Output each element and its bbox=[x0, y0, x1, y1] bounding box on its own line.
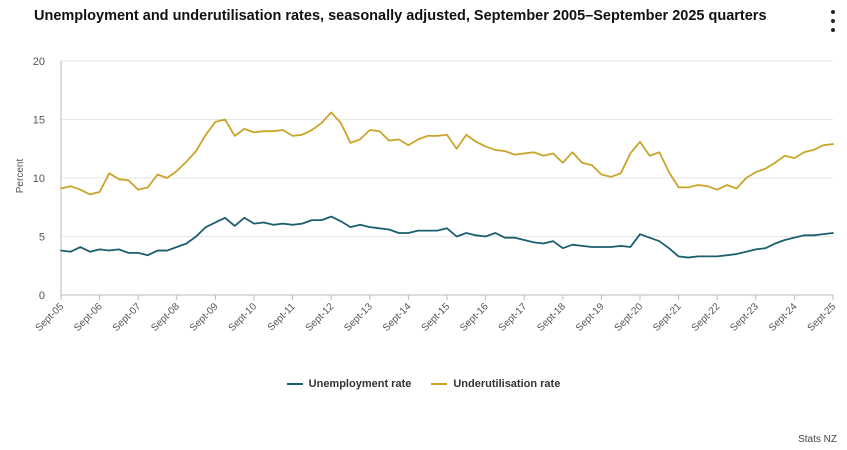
series-lines bbox=[60, 111, 834, 259]
series-line-unemployment[interactable] bbox=[60, 215, 834, 259]
source-credit: Stats NZ bbox=[798, 434, 837, 445]
legend-swatch-underutilisation bbox=[431, 383, 448, 385]
x-tick-label: Sept-12 bbox=[304, 301, 337, 334]
x-tick-label: Sept-07 bbox=[111, 301, 144, 334]
y-tick-label: 10 bbox=[33, 173, 45, 185]
x-tick-label: Sept-10 bbox=[227, 301, 260, 334]
x-tick-label: Sept-20 bbox=[613, 301, 646, 334]
y-axis-label: Percent bbox=[15, 159, 26, 194]
x-tick-label: Sept-06 bbox=[72, 301, 105, 334]
x-axis-ticks: Sept-05 Sept-06 Sept-07 Sept-08 Sept-09 Sept-… bbox=[34, 295, 839, 334]
x-tick-label: Sept-23 bbox=[728, 301, 761, 334]
x-tick-label: Sept-18 bbox=[535, 301, 568, 334]
legend-swatch-unemployment bbox=[286, 383, 303, 385]
series-line-underutilisation[interactable] bbox=[60, 111, 834, 196]
x-tick-label: Sept-22 bbox=[690, 301, 723, 334]
menu-dot bbox=[831, 19, 835, 23]
x-tick-label: Sept-09 bbox=[188, 301, 221, 334]
x-tick-label: Sept-08 bbox=[149, 301, 182, 334]
y-tick-label: 15 bbox=[33, 115, 45, 127]
y-tick-label: 0 bbox=[39, 290, 45, 302]
legend-label-unemployment: Unemployment rate bbox=[308, 378, 412, 390]
x-tick-label: Sept-21 bbox=[651, 301, 684, 334]
x-tick-label: Sept-11 bbox=[266, 301, 298, 333]
x-tick-label: Sept-16 bbox=[458, 301, 491, 334]
y-tick-label: 5 bbox=[39, 232, 45, 244]
menu-dot bbox=[831, 10, 835, 14]
y-axis-ticks: 0 5 10 15 20 bbox=[33, 56, 45, 302]
legend: Unemployment rate Underutilisation rate bbox=[0, 378, 847, 390]
menu-dot bbox=[831, 28, 835, 32]
legend-label-underutilisation: Underutilisation rate bbox=[453, 378, 561, 390]
x-tick-label: Sept-15 bbox=[420, 301, 453, 334]
chart-title: Unemployment and underutilisation rates,… bbox=[34, 8, 767, 24]
x-tick-label: Sept-13 bbox=[342, 301, 375, 334]
y-tick-label: 20 bbox=[33, 56, 45, 68]
x-tick-label: Sept-17 bbox=[497, 301, 530, 334]
x-tick-label: Sept-19 bbox=[574, 301, 607, 334]
legend-item-unemployment[interactable]: Unemployment rate bbox=[286, 378, 412, 390]
gridlines bbox=[60, 60, 833, 296]
kebab-menu-icon[interactable] bbox=[826, 10, 840, 32]
x-tick-label: Sept-25 bbox=[806, 301, 839, 334]
x-tick-label: Sept-24 bbox=[767, 301, 800, 334]
x-tick-label: Sept-14 bbox=[381, 301, 414, 334]
legend-item-underutilisation[interactable]: Underutilisation rate bbox=[431, 378, 560, 390]
x-tick-label: Sept-05 bbox=[34, 301, 67, 334]
